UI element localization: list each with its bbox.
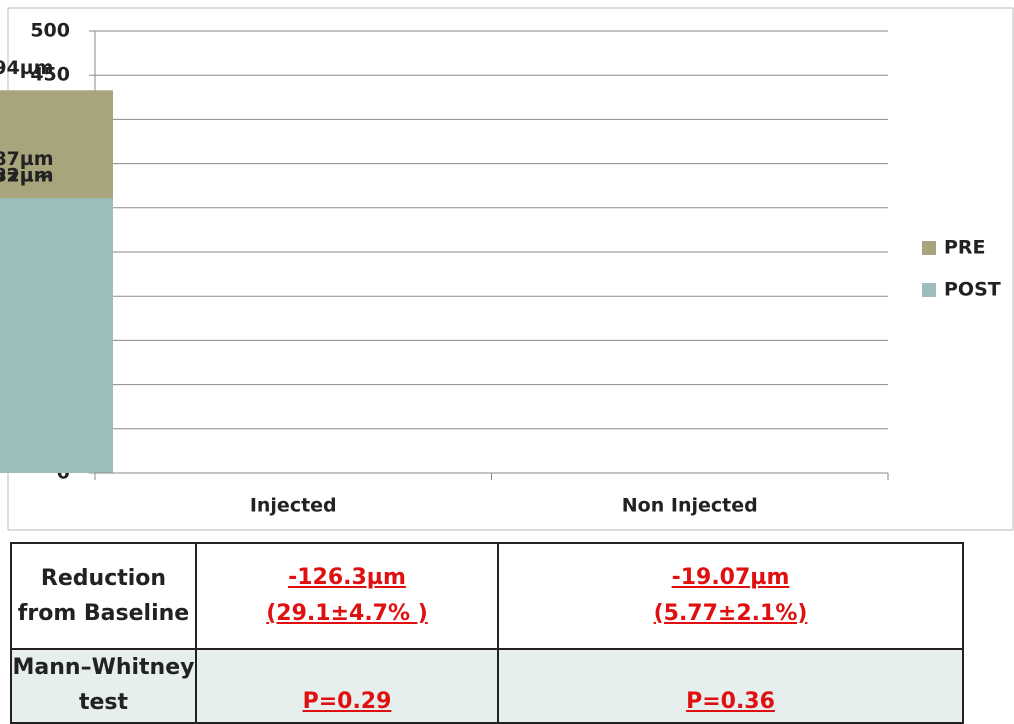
legend-swatch	[922, 283, 936, 297]
table-row: Reduction from Baseline -126.3µm (29.1±4.…	[10, 542, 964, 650]
legend-swatch	[922, 241, 936, 255]
legend-label: POST	[944, 279, 1001, 301]
value-label: 329.87µm	[0, 148, 54, 170]
value-label: 310.82µm	[0, 165, 54, 187]
cell: -19.07µm (5.77±2.1%)	[497, 542, 964, 650]
row-header: Reduction from Baseline	[10, 542, 197, 650]
cell-line: (29.1±4.7% )	[266, 601, 428, 626]
x-tick-label: Non Injected	[622, 495, 758, 517]
cell-line: P=0.36	[686, 689, 775, 714]
chart: 050100150200250300350400450500Injected43…	[0, 7, 1014, 531]
y-tick-label: 500	[30, 20, 70, 42]
chart-frame	[7, 7, 1014, 531]
cell-line: -19.07µm	[671, 565, 790, 590]
value-label: 432.94µm	[0, 57, 54, 79]
bar	[0, 198, 113, 474]
cell-line: P=0.29	[302, 689, 392, 714]
cell-line: -126.3µm	[288, 565, 406, 590]
cell-line: (5.77±2.1%)	[653, 601, 808, 626]
cell: P=0.29	[195, 648, 499, 724]
legend-label: PRE	[944, 237, 986, 259]
y-tick-label: 450	[30, 64, 70, 86]
row-header: Mann–Whitney test	[10, 648, 197, 724]
cell: P=0.36	[497, 648, 964, 724]
table-row: Mann–Whitney test P=0.29 P=0.36	[10, 648, 964, 724]
cell: -126.3µm (29.1±4.7% )	[195, 542, 499, 650]
x-tick-label: Injected	[250, 495, 337, 517]
summary-table: Reduction from Baseline -126.3µm (29.1±4.…	[10, 542, 964, 724]
